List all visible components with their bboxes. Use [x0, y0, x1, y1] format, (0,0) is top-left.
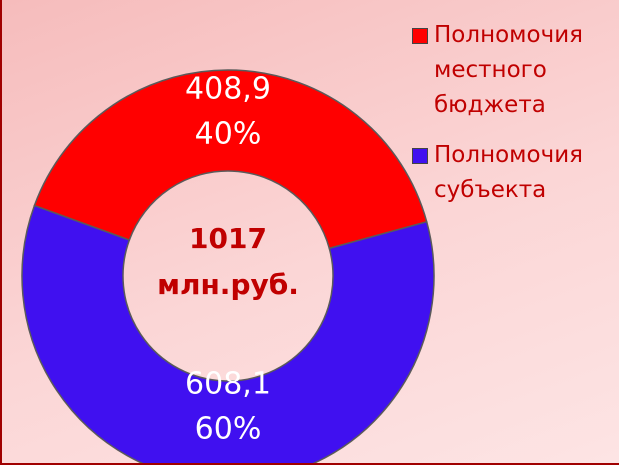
legend-item: Полномочия местного бюджета — [412, 18, 617, 123]
percent-label: 40% — [195, 117, 262, 152]
donut-segment — [33, 69, 428, 250]
center-unit: млн.руб. — [157, 268, 299, 301]
legend-label: Полномочия субъекта — [434, 142, 583, 203]
percent-label: 60% — [195, 412, 262, 447]
legend-swatch — [412, 148, 428, 164]
legend-item: Полномочия субъекта — [412, 138, 617, 208]
legend-label: Полномочия местного бюджета — [434, 22, 583, 118]
value-label: 608,1 — [185, 367, 271, 402]
legend-swatch — [412, 28, 428, 44]
donut-segment — [21, 204, 435, 463]
center-total: 1017 — [189, 222, 267, 255]
value-label: 408,9 — [185, 72, 271, 107]
